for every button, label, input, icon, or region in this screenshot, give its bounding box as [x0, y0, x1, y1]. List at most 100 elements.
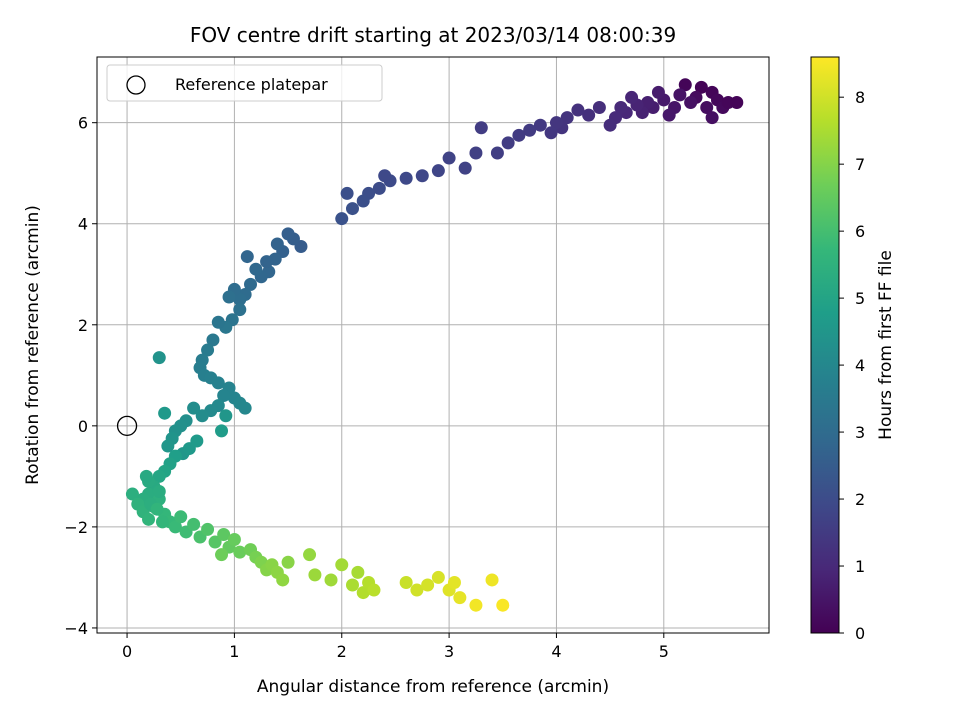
data-point — [523, 123, 537, 137]
data-point — [211, 376, 225, 390]
colorbar-tick-label: 1 — [855, 557, 865, 576]
data-point — [195, 409, 209, 423]
data-point — [217, 527, 231, 541]
data-point — [152, 469, 166, 483]
data-point — [222, 290, 236, 304]
data-point — [155, 515, 169, 529]
colorbar-tick-label: 5 — [855, 289, 865, 308]
data-point — [582, 108, 596, 122]
data-point — [673, 88, 687, 102]
legend-box — [106, 64, 383, 102]
data-point — [270, 237, 284, 251]
data-point — [335, 212, 349, 226]
data-point — [260, 255, 274, 269]
x-tick-label: 0 — [122, 642, 132, 661]
data-point — [501, 136, 515, 150]
colorbar-tick-label: 4 — [855, 356, 865, 375]
data-point — [345, 578, 359, 592]
reference-platepar-marker — [116, 415, 138, 436]
data-point — [340, 186, 354, 200]
data-point — [490, 146, 504, 160]
data-point — [469, 146, 483, 160]
data-point — [442, 151, 456, 165]
data-point — [684, 95, 698, 109]
data-point — [614, 101, 628, 115]
data-point — [694, 80, 708, 94]
colorbar-tick-label: 8 — [855, 88, 865, 107]
data-point — [544, 126, 558, 140]
x-tick-label: 3 — [444, 642, 454, 661]
x-axis-label: Angular distance from reference (arcmin) — [257, 677, 609, 697]
data-point — [625, 90, 639, 104]
data-point — [201, 522, 215, 536]
data-point — [150, 502, 164, 516]
data-point — [208, 535, 222, 549]
y-tick-label: −2 — [64, 518, 88, 537]
data-point — [641, 95, 655, 109]
data-point — [447, 575, 461, 589]
data-point — [496, 598, 510, 612]
data-point — [206, 333, 220, 347]
colorbar — [810, 56, 840, 634]
data-point — [592, 101, 606, 115]
data-point — [603, 118, 617, 132]
data-point — [421, 578, 435, 592]
data-point — [168, 520, 182, 534]
data-point — [201, 343, 215, 357]
x-tick-label: 1 — [229, 642, 239, 661]
data-point — [549, 116, 563, 130]
data-point — [474, 121, 488, 135]
data-point — [215, 424, 229, 438]
data-point — [662, 108, 676, 122]
data-point — [238, 401, 252, 415]
data-point — [356, 586, 370, 600]
data-point — [705, 111, 719, 125]
data-point — [367, 583, 381, 597]
data-point — [276, 573, 290, 587]
y-tick-label: −4 — [64, 619, 88, 638]
data-point — [351, 565, 365, 579]
y-tick-label: 0 — [78, 417, 88, 436]
data-point — [453, 591, 467, 605]
data-point — [431, 570, 445, 584]
data-point — [240, 250, 254, 264]
data-point — [244, 277, 258, 291]
colorbar-tick-label: 2 — [855, 490, 865, 509]
colorbar-tick-label: 3 — [855, 423, 865, 442]
data-point — [372, 181, 386, 195]
legend-label: Reference platepar — [175, 75, 328, 94]
colorbar-tick-label: 6 — [855, 222, 865, 241]
data-point — [700, 101, 714, 115]
data-point — [533, 118, 547, 132]
data-point — [158, 406, 172, 420]
colorbar-tick-label: 7 — [855, 155, 865, 174]
y-tick-label: 6 — [78, 114, 88, 133]
data-point — [187, 517, 201, 531]
data-point — [161, 439, 175, 453]
data-point — [560, 111, 574, 125]
data-point — [233, 545, 247, 559]
colorbar-label: Hours from first FF file — [876, 250, 896, 440]
y-tick-label: 4 — [78, 215, 88, 234]
data-point — [651, 85, 665, 99]
data-point — [512, 128, 526, 142]
data-point — [678, 78, 692, 92]
chart-title: FOV centre drift starting at 2023/03/14 … — [190, 23, 676, 47]
grid-lines — [97, 57, 769, 633]
x-axis-ticks: 0 1 2 3 4 5 — [122, 633, 669, 661]
data-point — [139, 469, 153, 483]
x-tick-label: 4 — [551, 642, 561, 661]
data-point — [345, 202, 359, 216]
data-point — [125, 487, 139, 501]
data-point — [730, 95, 744, 109]
data-point — [281, 555, 295, 569]
data-point — [469, 598, 483, 612]
data-point — [219, 409, 233, 423]
legend: Reference platepar — [106, 64, 383, 102]
data-point — [410, 583, 424, 597]
data-point — [324, 573, 338, 587]
data-point — [415, 169, 429, 183]
data-point — [217, 389, 231, 403]
data-point — [458, 161, 472, 175]
